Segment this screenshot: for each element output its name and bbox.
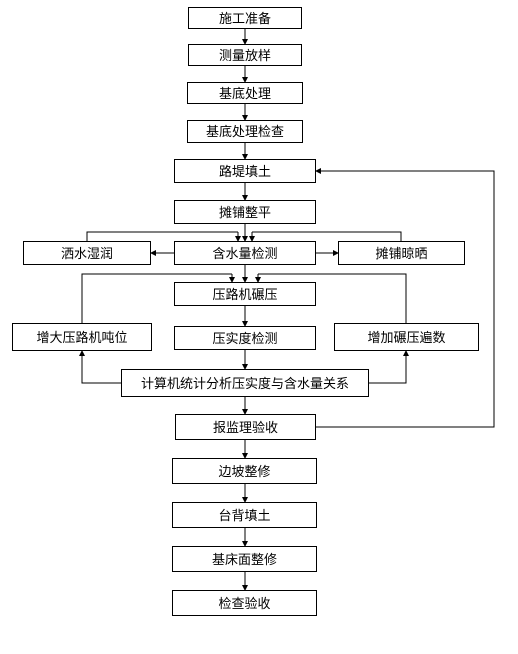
node-label: 含水量检测	[212, 247, 277, 260]
node-n12: 边坡整修	[172, 458, 317, 484]
node-n11: 报监理验收	[175, 414, 316, 440]
node-n8: 压路机碾压	[174, 282, 316, 306]
node-n5: 路堤填土	[174, 159, 316, 183]
node-n6: 摊铺整平	[174, 200, 316, 224]
node-n3: 基底处理	[187, 82, 303, 104]
node-label: 基底处理	[219, 87, 271, 100]
node-label: 摊铺整平	[219, 206, 271, 219]
node-label: 边坡整修	[218, 465, 270, 478]
node-n7a: 洒水湿润	[23, 241, 151, 265]
node-n9a: 增大压路机吨位	[12, 323, 152, 351]
node-label: 测量放样	[219, 49, 271, 62]
node-n14: 基床面整修	[172, 546, 317, 572]
node-n10: 计算机统计分析压实度与含水量关系	[121, 369, 369, 397]
node-label: 检查验收	[218, 597, 270, 610]
node-label: 摊铺晾晒	[375, 247, 427, 260]
node-label: 基底处理检查	[206, 125, 284, 138]
node-label: 增大压路机吨位	[36, 331, 127, 344]
node-label: 压实度检测	[212, 332, 277, 345]
flowchart-canvas: 施工准备 测量放样 基底处理 基底处理检查 路堤填土 摊铺整平 洒水湿润 含水量…	[0, 0, 518, 654]
node-label: 洒水湿润	[61, 247, 113, 260]
node-n7: 含水量检测	[174, 241, 316, 265]
node-label: 报监理验收	[213, 421, 278, 434]
node-label: 压路机碾压	[212, 288, 277, 301]
node-n15: 检查验收	[172, 590, 317, 616]
node-n1: 施工准备	[188, 7, 302, 29]
node-n13: 台背填土	[172, 502, 317, 528]
node-label: 计算机统计分析压实度与含水量关系	[141, 377, 349, 390]
node-label: 施工准备	[219, 12, 271, 25]
node-n2: 测量放样	[188, 44, 302, 66]
node-label: 增加碾压遍数	[367, 331, 445, 344]
node-n7b: 摊铺晾晒	[338, 241, 465, 265]
node-n9b: 增加碾压遍数	[334, 323, 479, 351]
node-n9: 压实度检测	[174, 326, 316, 350]
node-n4: 基底处理检查	[187, 120, 303, 143]
node-label: 基床面整修	[212, 553, 277, 566]
node-label: 路堤填土	[219, 165, 271, 178]
node-label: 台背填土	[218, 509, 270, 522]
